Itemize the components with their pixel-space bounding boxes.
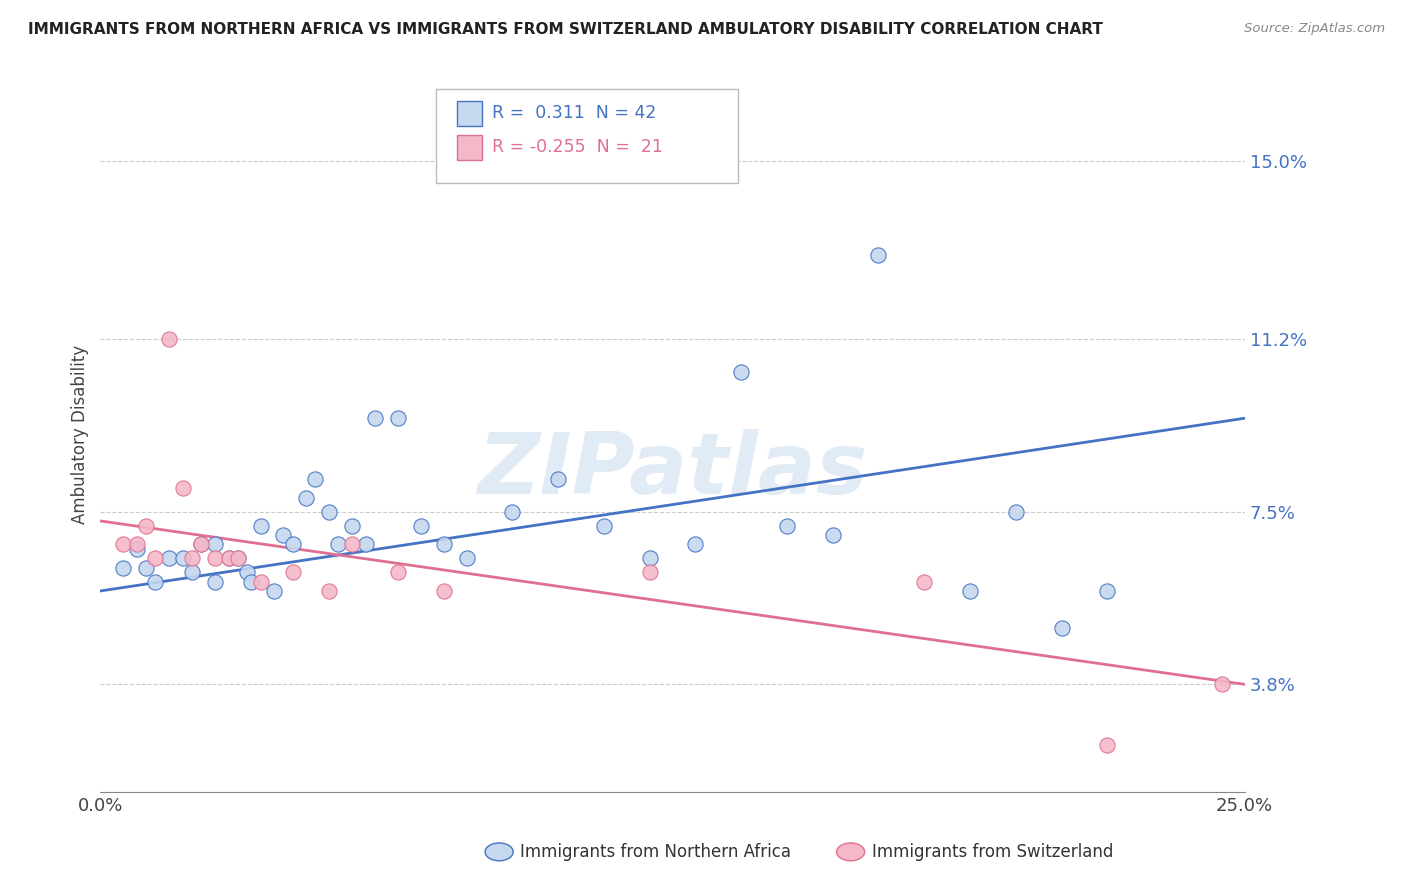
- Point: [318, 505, 340, 519]
- Point: [249, 574, 271, 589]
- Point: [387, 411, 409, 425]
- Point: [638, 551, 661, 566]
- Point: [218, 551, 240, 566]
- Point: [685, 537, 707, 551]
- Point: [354, 537, 377, 551]
- Point: [226, 551, 249, 566]
- Point: [190, 537, 212, 551]
- Text: Source: ZipAtlas.com: Source: ZipAtlas.com: [1244, 22, 1385, 36]
- Point: [112, 537, 135, 551]
- Point: [959, 584, 981, 599]
- Point: [328, 537, 350, 551]
- Text: R =  0.311  N = 42: R = 0.311 N = 42: [492, 104, 657, 122]
- Point: [143, 574, 166, 589]
- Point: [172, 551, 194, 566]
- Point: [172, 481, 194, 495]
- Point: [295, 491, 318, 505]
- Point: [263, 584, 285, 599]
- Point: [318, 584, 340, 599]
- Point: [273, 528, 295, 542]
- Point: [730, 365, 752, 379]
- Point: [249, 518, 271, 533]
- Text: R = -0.255  N =  21: R = -0.255 N = 21: [492, 138, 664, 156]
- Text: IMMIGRANTS FROM NORTHERN AFRICA VS IMMIGRANTS FROM SWITZERLAND AMBULATORY DISABI: IMMIGRANTS FROM NORTHERN AFRICA VS IMMIG…: [28, 22, 1102, 37]
- Point: [501, 505, 523, 519]
- Point: [868, 248, 890, 262]
- Point: [547, 472, 569, 486]
- Point: [143, 551, 166, 566]
- Point: [1097, 738, 1119, 752]
- Point: [387, 566, 409, 580]
- Point: [1211, 677, 1233, 691]
- Point: [1097, 584, 1119, 599]
- Point: [190, 537, 212, 551]
- Point: [281, 566, 304, 580]
- Point: [433, 537, 456, 551]
- Point: [180, 551, 202, 566]
- Point: [204, 537, 226, 551]
- Point: [125, 537, 148, 551]
- Point: [180, 566, 202, 580]
- Point: [204, 551, 226, 566]
- Point: [112, 560, 135, 574]
- Point: [135, 560, 157, 574]
- Point: [776, 518, 799, 533]
- Point: [433, 584, 456, 599]
- Point: [409, 518, 432, 533]
- Point: [125, 541, 148, 556]
- Point: [638, 566, 661, 580]
- Point: [135, 518, 157, 533]
- Point: [304, 472, 326, 486]
- Text: Immigrants from Switzerland: Immigrants from Switzerland: [872, 843, 1114, 861]
- Point: [912, 574, 935, 589]
- Point: [592, 518, 614, 533]
- Point: [1004, 505, 1026, 519]
- Text: Immigrants from Northern Africa: Immigrants from Northern Africa: [520, 843, 792, 861]
- Point: [340, 518, 363, 533]
- Point: [456, 551, 478, 566]
- Point: [364, 411, 387, 425]
- Point: [218, 551, 240, 566]
- Point: [157, 551, 180, 566]
- Text: ZIPatlas: ZIPatlas: [478, 429, 868, 512]
- Point: [821, 528, 844, 542]
- Point: [240, 574, 263, 589]
- Point: [281, 537, 304, 551]
- Point: [1050, 621, 1073, 635]
- Y-axis label: Ambulatory Disability: Ambulatory Disability: [72, 345, 89, 524]
- Point: [226, 551, 249, 566]
- Point: [204, 574, 226, 589]
- Point: [236, 566, 259, 580]
- Point: [157, 332, 180, 346]
- Point: [340, 537, 363, 551]
